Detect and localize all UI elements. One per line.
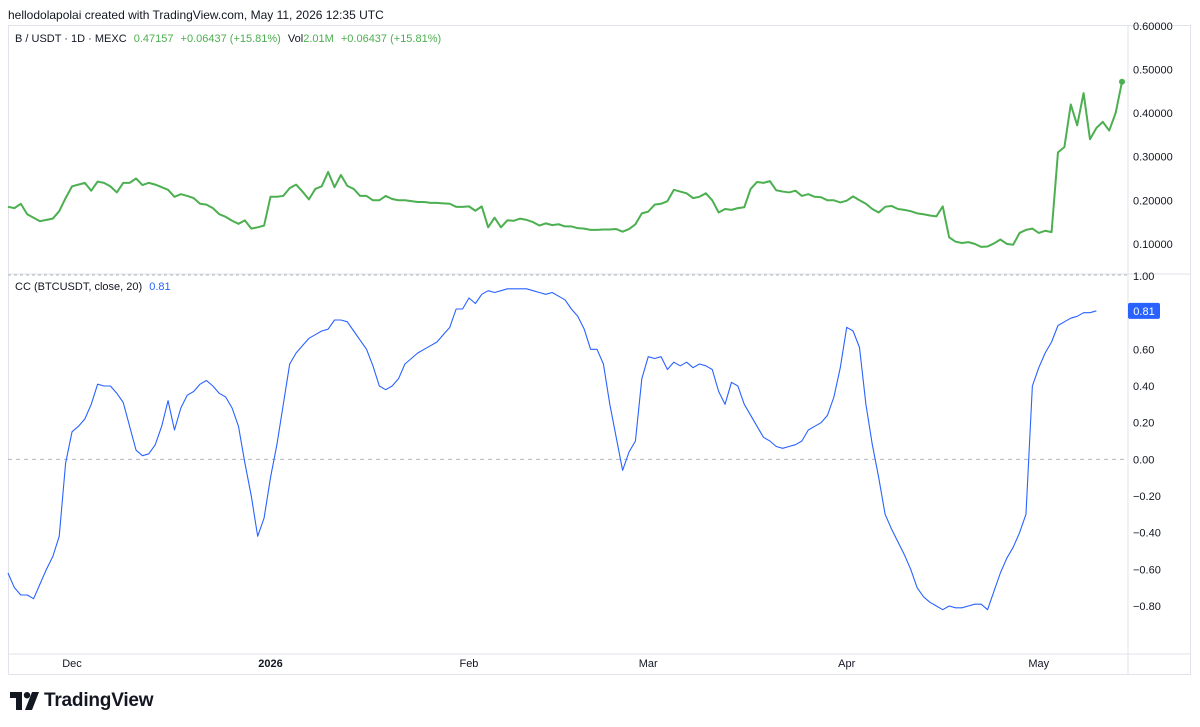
time-axis-tick-label: Dec: [62, 658, 82, 670]
price-series-line: [7, 81, 1123, 248]
chart-svg[interactable]: 0.60000 0.50000 0.40000 0.30000 0.20000 0.100…: [0, 0, 1200, 680]
cc-label[interactable]: CC (BTCUSDT, close, 20): [15, 281, 143, 293]
price-axis-tick-label: 0.40000: [1133, 108, 1173, 120]
cc-series-line: [7, 288, 1097, 611]
cc-axis-tick-label: 0.40: [1133, 381, 1154, 393]
cc-axis-tick-label: 0.60: [1133, 344, 1154, 356]
cc-axis-tick-label: −0.20: [1133, 491, 1161, 503]
tradingview-logo-icon: [10, 692, 39, 710]
price-axis-tick-label: 0.20000: [1133, 195, 1173, 207]
time-axis-tick-label: May: [1028, 658, 1049, 670]
cc-axis-tick-label: −0.60: [1133, 564, 1161, 576]
time-axis-tick-label: 2026: [258, 658, 282, 670]
price-legend: B / USDT · 1D · MEXC 0.47157 +0.06437 (+…: [15, 33, 445, 45]
chart-frame: [8, 25, 1191, 675]
time-axis-tick-label: Feb: [459, 658, 478, 670]
cc-axis-tick-label: 0.20: [1133, 418, 1154, 430]
volume-label: Vol: [287, 33, 304, 45]
cc-value: 0.81: [149, 281, 171, 293]
cc-axis-tick-label: 1.00: [1133, 271, 1154, 283]
time-axis-tick-label: Mar: [639, 658, 658, 670]
price-change: +0.06437 (+15.81%): [180, 33, 281, 45]
cc-axis-tick-label: −0.80: [1133, 601, 1161, 613]
price-axis-tick-label: 0.30000: [1133, 152, 1173, 164]
price-axis-tick-label: 0.50000: [1133, 65, 1173, 77]
cc-value-badge-label: 0.81: [1133, 306, 1154, 318]
volume-value: 2.01M: [303, 33, 334, 45]
cc-axis-tick-label: −0.40: [1133, 528, 1161, 540]
price-last-point: [1119, 78, 1125, 85]
chart-caption: hellodolapolai created with TradingView.…: [8, 8, 384, 22]
cc-legend: CC (BTCUSDT, close, 20) 0.81: [15, 281, 175, 293]
cc-value-badge: [1128, 302, 1160, 319]
price-axis-tick-label: 0.60000: [1133, 21, 1173, 33]
cc-axis-tick-label: 0.00: [1133, 454, 1154, 466]
brand-name: TradingView: [44, 690, 154, 711]
price-symbol[interactable]: B / USDT · 1D · MEXC: [15, 33, 127, 45]
price-close: 0.47157: [133, 33, 174, 45]
time-axis-tick-label: Apr: [838, 658, 855, 670]
price-axis-tick-label: 0.10000: [1133, 239, 1173, 251]
volume-change: +0.06437 (+15.81%): [340, 33, 442, 45]
tradingview-logo: TradingView: [10, 690, 154, 712]
